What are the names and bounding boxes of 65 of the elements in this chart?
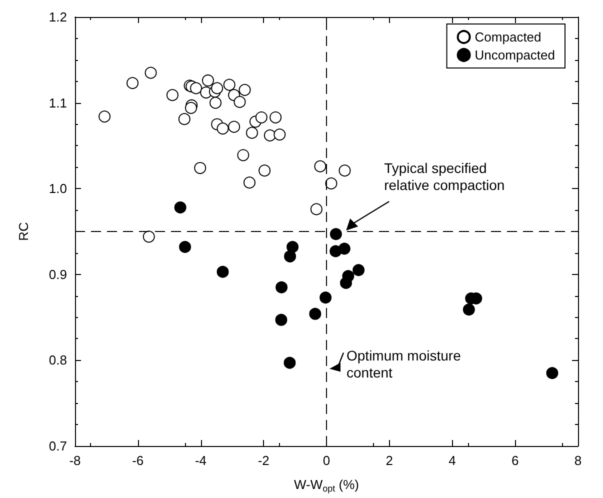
point xyxy=(275,314,288,326)
point xyxy=(462,304,475,316)
point xyxy=(202,74,214,86)
point xyxy=(246,126,258,139)
x-tick-label: 2 xyxy=(386,453,393,468)
x-tick-label: 8 xyxy=(574,453,582,468)
point xyxy=(238,84,251,96)
point xyxy=(255,111,268,124)
point xyxy=(185,102,198,114)
point xyxy=(228,120,240,133)
point xyxy=(126,77,139,90)
point xyxy=(330,228,342,240)
point xyxy=(216,122,229,135)
ref-line-label: Optimum moisture content xyxy=(346,347,462,380)
point xyxy=(237,149,250,162)
point xyxy=(142,230,155,243)
point xyxy=(284,356,296,369)
point xyxy=(310,203,322,216)
point xyxy=(179,240,192,253)
x-tick-label: -2 xyxy=(258,453,270,468)
point xyxy=(284,250,296,262)
point xyxy=(338,242,350,255)
point xyxy=(338,164,351,177)
point xyxy=(320,292,332,304)
point xyxy=(352,264,365,276)
x-tick-label: 0 xyxy=(322,453,330,468)
point xyxy=(274,128,286,141)
point xyxy=(270,111,282,124)
point xyxy=(258,164,271,177)
point xyxy=(243,176,256,189)
x-tick-label: 6 xyxy=(512,453,519,468)
legend-label: Compacted xyxy=(474,30,542,44)
y-tick-label: 0.8 xyxy=(48,352,67,368)
point xyxy=(325,177,338,190)
point xyxy=(190,82,202,94)
point xyxy=(264,129,276,142)
point xyxy=(194,162,206,174)
point xyxy=(174,201,186,214)
y-tick-label: 0.7 xyxy=(48,438,67,454)
point xyxy=(216,266,229,278)
point xyxy=(210,96,222,109)
y-tick-label: 1.0 xyxy=(48,181,67,196)
point xyxy=(144,66,157,79)
x-tick-label: -8 xyxy=(69,453,81,468)
x-tick-label: 4 xyxy=(448,453,456,468)
y-tick-label: 1.1 xyxy=(48,95,67,110)
point xyxy=(340,276,352,289)
x-tick-label: -4 xyxy=(194,453,207,468)
point xyxy=(309,308,322,320)
x-tick-label: -6 xyxy=(132,453,144,468)
point xyxy=(178,113,190,126)
point xyxy=(234,96,246,108)
ref-line-label: Typical specified relative compaction xyxy=(384,160,505,193)
y-tick-label: 1.2 xyxy=(48,10,67,24)
point xyxy=(546,367,558,380)
legend-label: Uncompacted xyxy=(474,48,556,62)
point xyxy=(211,82,224,94)
point xyxy=(98,110,111,123)
point xyxy=(314,160,326,172)
point xyxy=(276,281,288,294)
y-axis-title: RC xyxy=(16,222,31,241)
y-tick-label: 0.9 xyxy=(48,266,67,282)
point xyxy=(286,240,299,253)
point xyxy=(166,89,178,102)
point xyxy=(223,78,236,91)
